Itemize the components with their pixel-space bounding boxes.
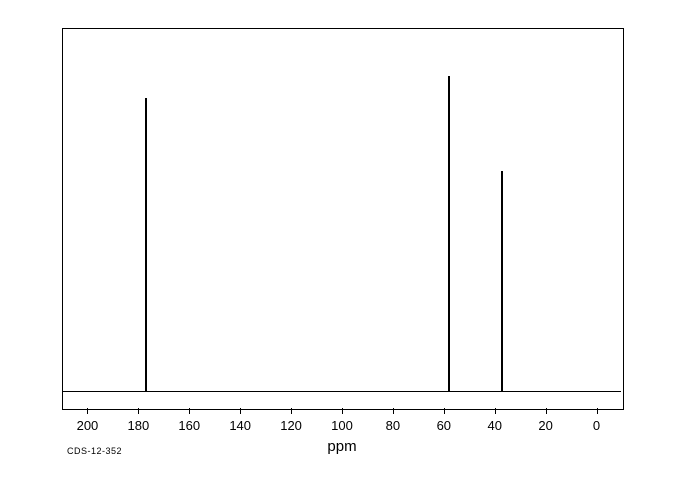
x-tick-label: 40 (487, 418, 501, 433)
x-tick-label: 100 (331, 418, 353, 433)
peak (145, 98, 147, 391)
x-tick (546, 408, 547, 414)
x-tick-label: 60 (437, 418, 451, 433)
x-tick (342, 408, 343, 414)
x-tick (495, 408, 496, 414)
x-tick-label: 160 (178, 418, 200, 433)
x-axis-label: ppm (327, 438, 356, 455)
x-tick-label: 180 (128, 418, 150, 433)
nmr-chart: 200180160140120100806040200 ppm CDS-12-3… (0, 0, 680, 500)
footer-label: CDS-12-352 (67, 446, 122, 456)
x-tick-label: 20 (538, 418, 552, 433)
x-tick (189, 408, 190, 414)
peak (448, 76, 450, 391)
x-tick (87, 408, 88, 414)
baseline (63, 391, 621, 392)
x-tick (240, 408, 241, 414)
x-tick-label: 120 (280, 418, 302, 433)
x-tick-label: 80 (386, 418, 400, 433)
x-tick (597, 408, 598, 414)
x-tick-label: 140 (229, 418, 251, 433)
x-tick (393, 408, 394, 414)
x-tick-label: 200 (77, 418, 99, 433)
peak (501, 171, 503, 391)
x-tick (444, 408, 445, 414)
x-tick (138, 408, 139, 414)
x-tick-label: 0 (593, 418, 600, 433)
x-tick (291, 408, 292, 414)
